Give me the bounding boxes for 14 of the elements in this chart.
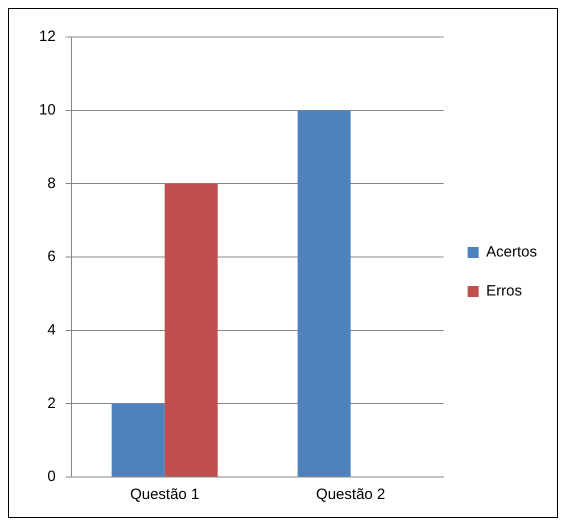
y-tick-label: 4 (47, 321, 56, 338)
y-tick-label: 12 (38, 28, 56, 46)
y-tick-label: 2 (47, 394, 56, 412)
x-tick-label: Questão 1 (130, 486, 200, 504)
bar (298, 110, 351, 476)
y-tick-label: 0 (47, 468, 56, 486)
bar (112, 404, 165, 476)
x-tick-label: Questão 2 (316, 486, 386, 504)
legend-label: Acertos (486, 244, 538, 261)
legend-label: Erros (486, 282, 522, 300)
y-tick-label: 8 (47, 174, 56, 192)
y-tick-label: 6 (47, 248, 56, 266)
y-tick-label: 10 (38, 101, 56, 118)
bar (164, 184, 218, 476)
